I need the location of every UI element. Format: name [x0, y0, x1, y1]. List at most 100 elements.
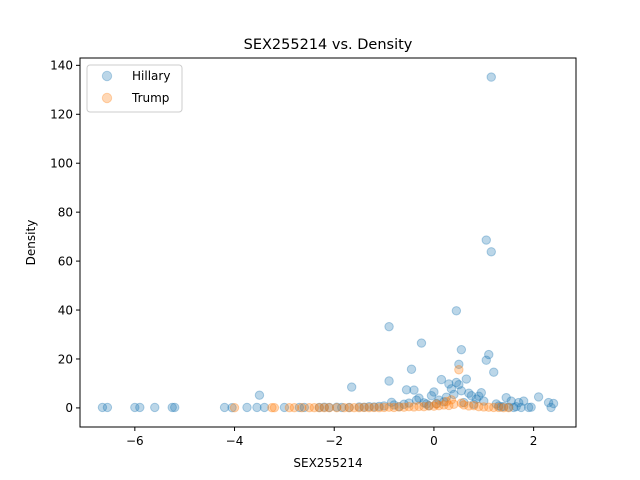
point-trump	[504, 402, 514, 413]
point-hillary	[170, 402, 180, 413]
point-hillary	[474, 391, 484, 401]
point-hillary	[414, 393, 424, 403]
point-hillary	[494, 401, 504, 411]
legend-label-hillary: Hillary	[132, 69, 170, 83]
point-hillary	[354, 402, 364, 412]
point-trump	[419, 401, 429, 412]
x-tick-label: −2	[325, 434, 343, 448]
point-hillary	[511, 401, 521, 412]
y-tick-label: 80	[58, 205, 73, 219]
point-trump	[489, 402, 499, 413]
point-hillary	[374, 401, 384, 412]
point-hillary	[424, 401, 434, 411]
point-hillary	[389, 400, 399, 410]
point-hillary	[416, 338, 427, 348]
point-trump	[431, 399, 442, 409]
x-tick-label: 2	[530, 434, 538, 448]
point-hillary	[409, 385, 419, 395]
point-hillary	[344, 402, 354, 413]
point-hillary	[523, 402, 534, 413]
point-hillary	[486, 247, 496, 257]
point-hillary	[506, 396, 516, 406]
point-trump	[354, 402, 364, 413]
point-trump	[304, 402, 315, 413]
point-trump	[349, 402, 359, 413]
point-hillary	[97, 402, 108, 413]
legend-marker-hillary	[101, 70, 113, 82]
point-hillary	[324, 402, 334, 413]
point-trump	[389, 402, 399, 413]
point-trump	[441, 396, 452, 407]
point-hillary	[518, 396, 529, 406]
point-hillary	[516, 402, 526, 413]
point-hillary	[454, 359, 464, 370]
point-hillary	[419, 398, 429, 408]
point-trump	[364, 402, 374, 413]
point-trump	[284, 402, 295, 413]
point-hillary	[150, 402, 160, 413]
point-hillary	[451, 306, 462, 316]
point-hillary	[489, 367, 499, 377]
point-hillary	[135, 402, 145, 413]
point-hillary	[436, 374, 447, 385]
point-hillary	[369, 402, 379, 412]
point-hillary	[227, 402, 237, 413]
point-hillary	[526, 402, 536, 412]
point-trump	[289, 402, 300, 413]
point-trump	[404, 401, 414, 412]
point-hillary	[481, 355, 491, 365]
legend-marker-trump	[101, 92, 113, 104]
point-trump	[479, 402, 489, 412]
y-tick-label: 0	[65, 401, 73, 415]
point-hillary	[439, 397, 449, 407]
point-hillary	[259, 402, 270, 413]
y-tick-label: 40	[58, 303, 73, 317]
point-trump	[314, 402, 324, 413]
point-hillary	[459, 397, 469, 408]
point-hillary	[252, 402, 262, 413]
point-trump	[339, 402, 349, 413]
point-hillary	[471, 394, 481, 404]
point-trump	[434, 401, 444, 411]
point-hillary	[446, 384, 457, 394]
point-hillary	[504, 402, 514, 412]
point-trump	[269, 402, 280, 413]
x-tick-label: −4	[226, 434, 244, 448]
point-hillary	[469, 399, 479, 409]
point-hillary	[451, 377, 462, 388]
point-hillary	[464, 388, 474, 398]
point-hillary	[384, 321, 394, 332]
point-hillary	[294, 402, 305, 413]
point-trump	[424, 401, 434, 411]
point-hillary	[486, 72, 496, 82]
point-trump	[399, 402, 409, 412]
point-trump	[344, 402, 354, 413]
point-hillary	[337, 402, 347, 413]
legend: Hillary Trump	[86, 64, 183, 113]
y-axis-label: Density	[24, 220, 38, 266]
point-hillary	[332, 402, 342, 412]
point-hillary	[386, 397, 397, 407]
y-tick-label: 60	[58, 254, 73, 268]
point-hillary	[499, 401, 509, 412]
point-hillary	[421, 399, 432, 409]
point-trump	[324, 402, 334, 413]
x-tick-label: 0	[430, 434, 438, 448]
y-tick-label: 20	[58, 352, 73, 366]
point-trump	[456, 398, 467, 408]
point-hillary	[456, 344, 467, 355]
point-hillary	[481, 235, 491, 245]
point-hillary	[346, 382, 357, 392]
data-layer	[97, 72, 559, 413]
point-hillary	[479, 396, 489, 406]
y-tick-label: 100	[50, 157, 73, 171]
point-trump	[464, 401, 474, 411]
point-hillary	[130, 402, 140, 413]
legend-box	[86, 64, 183, 113]
point-hillary	[484, 349, 494, 360]
point-hillary	[431, 398, 442, 409]
point-hillary	[219, 402, 230, 413]
chart-title: SEX255214 vs. Density	[244, 37, 413, 53]
y-axis: 0 20 40 60 80 100 120 140	[50, 59, 80, 415]
